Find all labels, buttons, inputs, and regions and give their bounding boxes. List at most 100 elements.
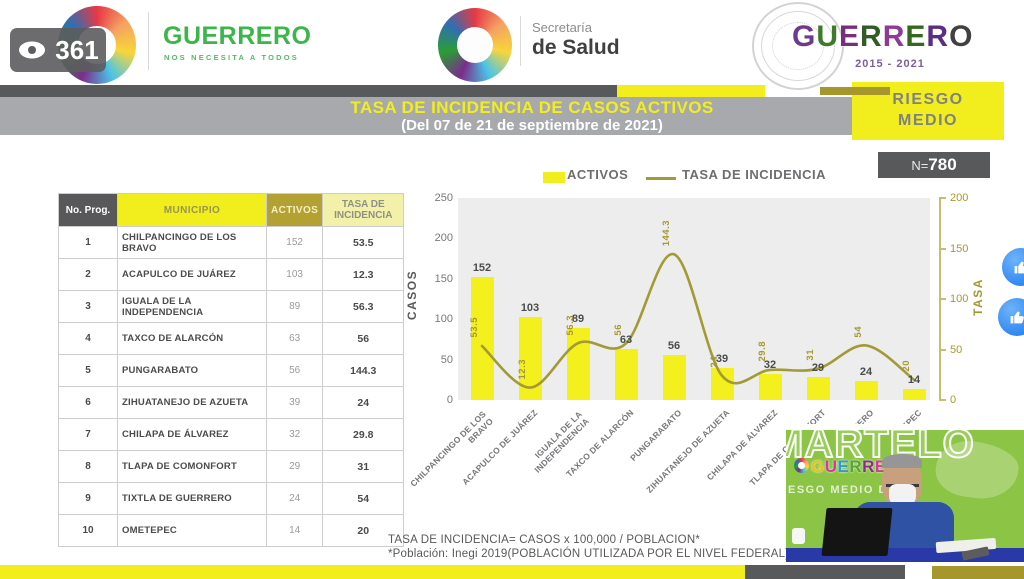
page-subtitle: (Del 07 de 21 de septiembre de 2021) — [401, 116, 663, 134]
activos-bar — [854, 380, 878, 400]
municipality-table: No. Prog. MUNICIPIO ACTIVOS TASA DE INCI… — [58, 193, 405, 547]
activos-bar-label: 32 — [763, 359, 777, 372]
n-prefix: N= — [911, 157, 929, 173]
speaker-hair — [882, 454, 922, 468]
table-row: 7 CHILAPA DE ÁLVAREZ 32 29.8 — [58, 418, 405, 451]
risk-line1: RIESGO — [892, 91, 964, 109]
activos-bar-label: 56 — [667, 339, 681, 352]
y-axis-label-casos: CASOS — [405, 269, 419, 321]
table-cell: 144.3 — [322, 354, 405, 387]
wordmark-letter: U — [816, 20, 840, 53]
table-cell: 5 — [58, 354, 118, 387]
table-cell: 1 — [58, 226, 118, 259]
guerrero-2021-wordmark: GUERRERO — [792, 20, 973, 54]
strip-dark — [0, 85, 617, 97]
table-cell: 53.5 — [322, 226, 405, 259]
table-cell: 63 — [265, 322, 324, 355]
table-cell: 29 — [265, 450, 324, 483]
activos-bar-label: 39 — [715, 353, 729, 366]
tasa-line-label: 24 — [709, 356, 720, 368]
left-axis-tick: 150 — [434, 272, 453, 285]
activos-bar-label: 29 — [811, 361, 825, 374]
wordmark-letter: R — [860, 20, 883, 53]
col-header-tasa: TASA DE INCIDENCIA — [322, 193, 405, 227]
guerrero-wordmark: GUERRERO — [163, 22, 312, 50]
right-axis-tick-label: 150 — [950, 242, 969, 255]
wordmark-letter: R — [926, 20, 950, 53]
video-caption: ESGO MEDIO DE — [788, 484, 897, 496]
table-row: 10 OMETEPEC 14 20 — [58, 514, 405, 547]
activos-bar — [614, 349, 638, 400]
table-cell: 152 — [265, 226, 324, 259]
table-cell: ZIHUATANEJO DE AZUETA — [117, 386, 267, 419]
table-cell: ACAPULCO DE JUÁREZ — [117, 258, 267, 291]
table-header-row: No. Prog. MUNICIPIO ACTIVOS TASA DE INCI… — [58, 193, 405, 227]
table-row: 2 ACAPULCO DE JUÁREZ 103 12.3 — [58, 258, 405, 291]
table-cell: 24 — [322, 386, 405, 419]
wordmark-letter: U — [824, 457, 838, 476]
population-footnote: *Población: Inegi 2019(POBLACIÓN UTILIZA… — [388, 548, 790, 560]
activos-bar-label: 24 — [859, 365, 873, 378]
wordmark-letter: G — [792, 20, 817, 53]
left-axis-tick: 250 — [434, 192, 453, 204]
thumbs-up-reaction-icon-2 — [998, 298, 1024, 336]
activos-bar-label: 103 — [520, 301, 540, 314]
table-cell: CHILAPA DE ÁLVAREZ — [117, 418, 267, 451]
wordmark-letter: G — [811, 457, 825, 476]
tasa-line-label: 12.3 — [517, 359, 528, 380]
table-cell: TAXCO DE ALARCÓN — [117, 322, 267, 355]
table-cell: 4 — [58, 322, 118, 355]
admin-years: 2015 - 2021 — [855, 58, 925, 70]
activos-bar — [902, 388, 926, 400]
video-overlay-title: MARTELO — [786, 430, 975, 467]
table-cell: 39 — [265, 386, 324, 419]
col-header-no-prog: No. Prog. — [58, 193, 118, 227]
right-axis-tick — [939, 298, 946, 300]
title-block: TASA DE INCIDENCIA DE CASOS ACTIVOS (Del… — [250, 98, 814, 134]
table-cell: 8 — [58, 450, 118, 483]
state-seal-icon — [752, 2, 844, 90]
col-header-activos: ACTIVOS — [265, 193, 324, 227]
wordmark-letter: R — [849, 457, 863, 476]
tasa-line-label: 31 — [805, 349, 816, 361]
video-backdrop: MARTELO GUERRERO ESGO MEDIO DE — [786, 430, 1024, 562]
wordmark-letter: E — [905, 20, 927, 53]
table-cell: 89 — [265, 290, 324, 323]
left-axis-tick: 0 — [446, 394, 453, 406]
right-axis-tick — [939, 399, 946, 401]
title-band — [0, 97, 852, 135]
left-axis-tick: 100 — [434, 313, 453, 326]
tasa-line-label: 56.3 — [565, 314, 576, 336]
table-cell: PUNGARABATO — [117, 354, 267, 387]
speaker-face-mask — [889, 484, 916, 507]
legend-swatch-activos — [543, 172, 565, 183]
table-row: 8 TLAPA DE COMONFORT 29 31 — [58, 450, 405, 483]
table-cell: 20 — [322, 514, 405, 547]
x-axis-label: PUNGARABATO — [628, 407, 684, 463]
mug — [792, 528, 805, 544]
viewer-count: 361 — [55, 34, 99, 65]
tasa-line-label: 144.3 — [661, 219, 672, 247]
legend-label-tasa: TASA DE INCIDENCIA — [682, 167, 827, 182]
table-row: 9 TIXTLA DE GUERRERO 24 54 — [58, 482, 405, 515]
table-cell: 32 — [265, 418, 324, 451]
activos-bar — [662, 354, 686, 400]
right-axis-tick-label: 0 — [950, 394, 957, 406]
table-cell: 24 — [265, 482, 324, 515]
table-cell: OMETEPEC — [117, 514, 267, 547]
bottom-strip-dark — [745, 565, 905, 579]
table-cell: 56 — [265, 354, 324, 387]
tasa-line-label: 53.5 — [469, 317, 480, 338]
x-axis-label: CHILAPA DE ÁLVAREZ — [704, 407, 780, 483]
table-cell: 103 — [265, 258, 324, 291]
activos-bar-label: 152 — [472, 262, 492, 275]
activos-bar — [566, 328, 590, 400]
tasa-line-label: 54 — [853, 325, 864, 338]
activos-bar-label: 89 — [571, 313, 585, 326]
viewer-count-badge: 361 — [10, 28, 106, 72]
table-cell: 56.3 — [322, 290, 405, 323]
legend-swatch-tasa — [646, 177, 676, 180]
activos-bar — [806, 376, 830, 400]
table-cell: 12.3 — [322, 258, 405, 291]
